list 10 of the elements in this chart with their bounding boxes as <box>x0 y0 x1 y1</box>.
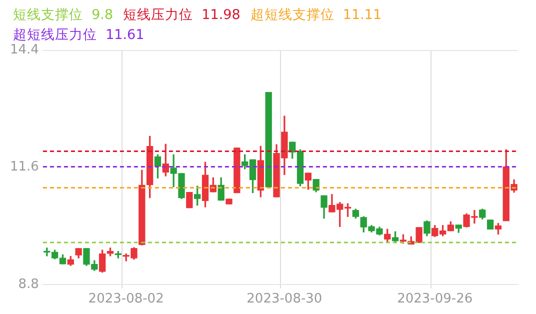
y-tick-label: 8.8 <box>18 276 39 292</box>
x-tick-label: 2023-08-02 <box>88 292 164 307</box>
y-tick-label: 14.4 <box>10 42 39 58</box>
y-tick-label: 11.6 <box>10 160 39 175</box>
ref-line-label: 超短线压力位 11.61 <box>13 26 144 44</box>
ref-line-label: 短线压力位 11.98 <box>123 6 240 24</box>
ref-line-label: 短线支撑位 9.8 <box>13 6 114 24</box>
ref-line-label: 超短线支撑位 11.11 <box>250 6 382 24</box>
x-tick-label: 2023-09-26 <box>397 292 473 307</box>
x-tick-label: 2023-08-30 <box>246 292 322 307</box>
